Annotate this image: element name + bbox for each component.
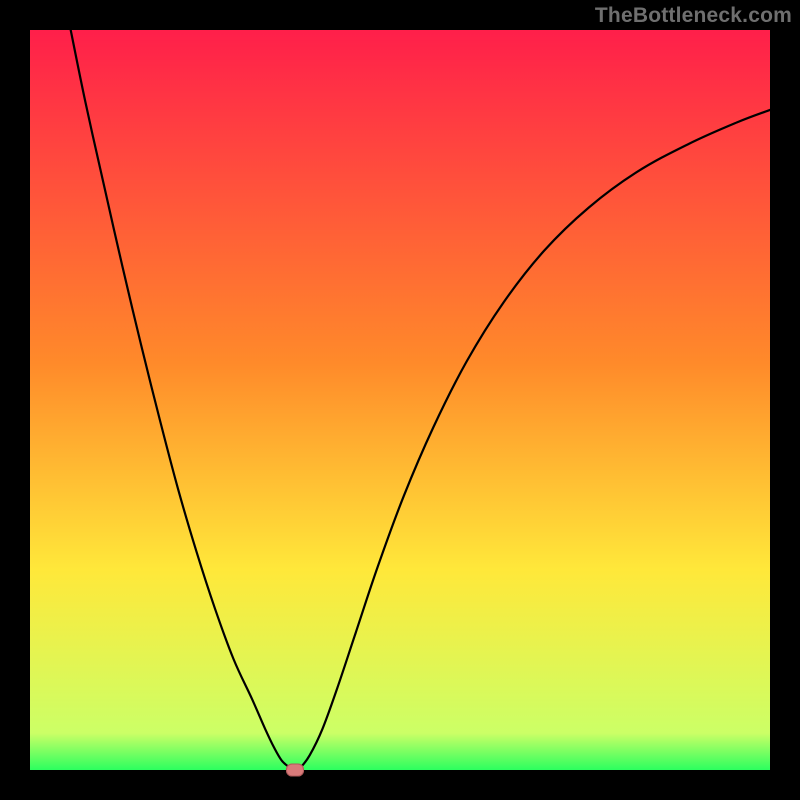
bottleneck-curve xyxy=(30,30,770,770)
watermark-text: TheBottleneck.com xyxy=(595,4,792,28)
chart-plot-area xyxy=(30,30,770,770)
minimum-marker xyxy=(286,764,304,777)
curve-path xyxy=(71,30,770,770)
